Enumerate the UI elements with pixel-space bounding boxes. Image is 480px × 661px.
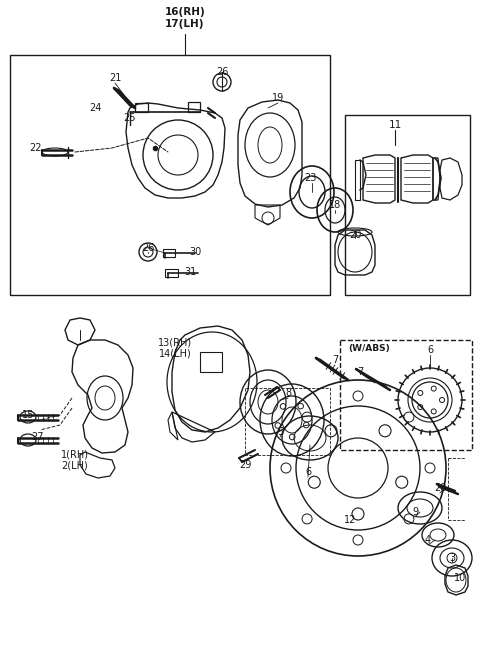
Bar: [345, 115, 470, 295]
Text: 27: 27: [32, 432, 44, 442]
Text: 11: 11: [388, 120, 402, 130]
Bar: [200, 352, 222, 372]
Text: 26: 26: [142, 243, 154, 253]
Bar: [10, 55, 330, 295]
Text: 28: 28: [434, 483, 446, 493]
Text: 19: 19: [272, 93, 284, 103]
Text: 16(RH)
17(LH): 16(RH) 17(LH): [165, 7, 205, 29]
Text: 23: 23: [304, 173, 316, 183]
Text: 8: 8: [285, 388, 291, 398]
Text: 6: 6: [427, 345, 433, 355]
Text: 31: 31: [184, 267, 196, 277]
Text: 22: 22: [29, 143, 41, 153]
Text: 30: 30: [189, 247, 201, 257]
Text: 12: 12: [344, 515, 356, 525]
Bar: [340, 340, 472, 450]
Text: 6: 6: [305, 467, 311, 477]
Text: 26: 26: [216, 67, 228, 77]
Text: 18: 18: [329, 200, 341, 210]
Text: 5: 5: [277, 427, 283, 437]
Text: 3: 3: [449, 553, 455, 563]
Text: 15: 15: [22, 410, 34, 420]
Text: 7: 7: [332, 355, 338, 365]
Text: 9: 9: [412, 507, 418, 517]
Text: 1(RH)
2(LH): 1(RH) 2(LH): [61, 449, 89, 471]
Text: 4: 4: [425, 535, 431, 545]
Text: 21: 21: [109, 73, 121, 83]
Text: (W/ABS): (W/ABS): [348, 344, 390, 352]
Text: 24: 24: [89, 103, 101, 113]
Text: 20: 20: [349, 230, 361, 240]
Text: 10: 10: [454, 573, 466, 583]
Text: 29: 29: [239, 460, 251, 470]
Text: 7: 7: [357, 367, 363, 377]
Text: 13(RH)
14(LH): 13(RH) 14(LH): [158, 337, 192, 359]
Text: 25: 25: [124, 113, 136, 123]
